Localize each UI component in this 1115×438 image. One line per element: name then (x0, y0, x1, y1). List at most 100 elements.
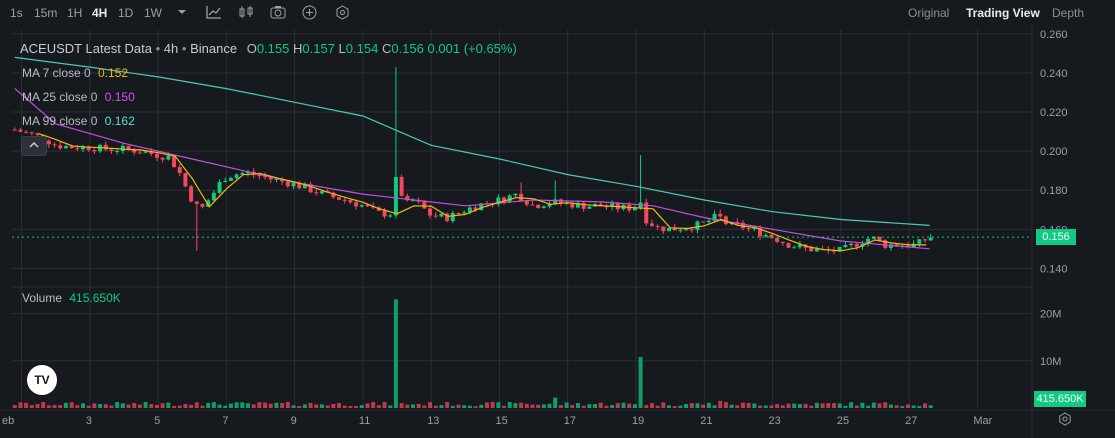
candle-body (18, 129, 23, 132)
volume-bar (905, 404, 910, 408)
candle-body (268, 177, 273, 180)
interval-1d[interactable]: 1D (118, 6, 134, 20)
ma25-value: 0.150 (104, 90, 135, 104)
volume-bar (587, 404, 592, 408)
volume-bar (519, 402, 524, 408)
open-value: 0.155 (256, 41, 290, 56)
time-tick-label: 15 (495, 415, 507, 427)
time-tick-label: 19 (632, 415, 644, 427)
volume-bar (866, 405, 871, 408)
chevron-down-icon[interactable] (177, 5, 187, 20)
candle-body (888, 244, 893, 248)
volume-bar (832, 403, 836, 408)
interval-1h[interactable]: 1H (67, 6, 83, 20)
candle-body (689, 229, 694, 231)
ma7-value: 0.152 (98, 66, 129, 80)
candle-body (240, 173, 245, 175)
price-tick-label: 0.240 (1040, 68, 1068, 80)
candle-body (35, 133, 40, 135)
volume-bar (280, 403, 285, 408)
volume-bar (428, 402, 433, 408)
volume-bar (632, 404, 637, 408)
volume-bar (837, 403, 842, 408)
volume-bar (706, 402, 711, 408)
volume-bar (849, 402, 854, 408)
interval-1w[interactable]: 1W (144, 6, 162, 20)
tradingview-logo[interactable]: TV (27, 365, 57, 395)
volume-bar (479, 404, 484, 408)
volume-bar (211, 402, 216, 408)
chevron-up-icon (29, 142, 39, 148)
volume-bar (536, 404, 541, 408)
time-tick-label: Mar (973, 415, 992, 427)
candle-body (223, 180, 228, 183)
volume-bar (672, 406, 677, 408)
interval-15m[interactable]: 15m (34, 6, 58, 20)
volume-bar (302, 404, 307, 408)
collapse-legend-button[interactable] (21, 136, 47, 156)
volume-bar (194, 402, 199, 408)
ma25-legend: MA 25 close 0 0.150 (22, 90, 135, 104)
volume-bar (541, 404, 546, 408)
volume-bar (35, 404, 40, 408)
volume-bar (285, 401, 290, 408)
candle-body (319, 191, 324, 194)
candle-body (149, 151, 154, 154)
interval-4h[interactable]: 4H (92, 6, 108, 20)
candle-body (507, 195, 512, 203)
candle-body (143, 151, 148, 153)
candle-body (763, 235, 768, 237)
last-price-tag: 0.156 (1036, 229, 1076, 246)
volume-bar (701, 404, 706, 408)
candle-body (467, 207, 472, 213)
candle-body (718, 213, 723, 217)
volume-bar (928, 405, 933, 408)
volume-bar (803, 403, 808, 408)
volume-bar (752, 403, 757, 408)
candle-type-icon[interactable] (238, 5, 254, 22)
candle-body (183, 172, 188, 187)
volume-bar (917, 405, 922, 408)
volume-bar (337, 402, 342, 408)
candle-body (160, 157, 165, 160)
candle-body (263, 176, 268, 178)
volume-bar (593, 404, 598, 408)
exchange-label: Binance (190, 41, 238, 56)
volume-bar (172, 406, 177, 408)
add-indicator-icon[interactable] (302, 5, 317, 23)
volume-bar (115, 401, 120, 408)
candle-body (132, 149, 137, 153)
interval-label: 4h (163, 41, 179, 56)
candle-body (331, 192, 336, 198)
volume-bar (775, 404, 780, 408)
volume-bar (46, 405, 51, 408)
view-trading-view[interactable]: Trading View (966, 6, 1040, 20)
volume-bar (200, 405, 205, 408)
candle-body (302, 184, 307, 189)
candle-body (581, 202, 586, 209)
view-depth[interactable]: Depth (1052, 6, 1085, 20)
time-tick-label: 3 (86, 415, 92, 427)
candle-body (792, 247, 797, 249)
volume-bar (718, 400, 723, 408)
volume-bar (826, 403, 831, 408)
view-original[interactable]: Original (908, 6, 950, 20)
gear-icon[interactable] (1058, 412, 1072, 429)
candle-body (547, 203, 552, 207)
ma99-value: 0.162 (104, 114, 135, 128)
volume-bar (667, 405, 672, 408)
candle-body (354, 202, 359, 207)
camera-icon[interactable] (270, 5, 286, 22)
time-tick-label: 21 (700, 415, 712, 427)
line-tool-icon[interactable] (206, 5, 222, 22)
volume-bar (462, 405, 467, 408)
settings-hex-icon[interactable] (335, 5, 350, 23)
candlestick-chart[interactable]: 0.2600.2400.2200.2000.1800.1600.14020M10… (0, 26, 1115, 438)
interval-1s[interactable]: 1s (10, 6, 23, 20)
volume-tick-label: 20M (1040, 309, 1061, 321)
candle-body (837, 247, 842, 252)
volume-legend: Volume 415.650K (22, 291, 121, 305)
volume-bar (484, 402, 489, 408)
candle-body (530, 204, 535, 206)
volume-bar (900, 406, 905, 408)
